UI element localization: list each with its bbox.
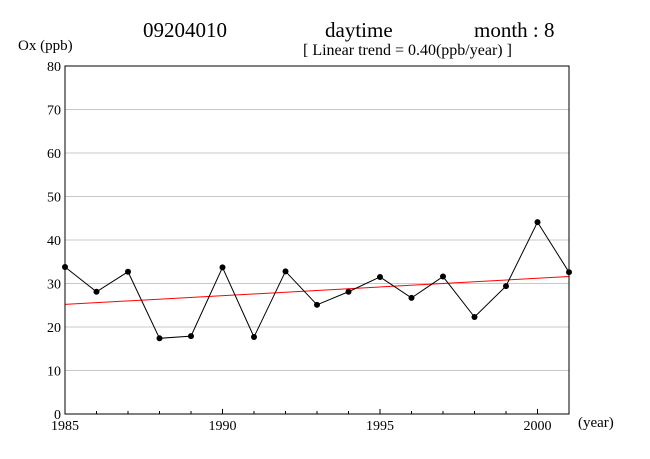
data-point (156, 335, 163, 342)
y-tick-label: 80 (47, 60, 61, 75)
data-point (188, 333, 194, 340)
data-point (534, 219, 541, 226)
axis-ticks: 0 10 20 30 40 50 60 70 80 1985 1990 1995 2000 (47, 60, 552, 434)
grid (65, 109, 569, 371)
data-point (314, 301, 320, 308)
period-label: daytime (325, 18, 393, 42)
data-point (471, 313, 478, 320)
data-point (440, 273, 446, 280)
y-tick-label: 40 (47, 234, 61, 249)
trend-annotation: [ Linear trend = 0.40(ppb/year) ] (303, 42, 512, 59)
data-point (345, 288, 352, 295)
data-point (503, 283, 509, 290)
y-axis-label: Ox (ppb) (18, 38, 73, 54)
x-tick-label: 1990 (209, 419, 237, 434)
series-layer (62, 219, 572, 342)
y-tick-label: 70 (47, 104, 61, 119)
data-point (251, 334, 257, 341)
data-point (377, 273, 383, 280)
y-tick-label: 50 (47, 191, 61, 206)
y-tick-label: 20 (47, 321, 61, 336)
x-tick-label: 1985 (51, 419, 79, 434)
data-point (219, 264, 226, 271)
trendline-layer (64, 276, 570, 305)
y-tick-label: 0 (54, 408, 61, 423)
plot-frame (64, 65, 570, 415)
x-axis-label: (year) (578, 415, 614, 431)
station-code: 09204010 (143, 18, 227, 42)
y-tick-label: 10 (47, 365, 61, 380)
month-label: month : 8 (474, 18, 555, 42)
x-tick-label: 1995 (366, 419, 394, 434)
data-point (282, 268, 289, 275)
y-tick-label: 30 (47, 278, 61, 293)
data-point (408, 294, 415, 301)
y-tick-label: 60 (47, 147, 61, 162)
x-tick-label: 2000 (524, 419, 552, 434)
trend-line (64, 276, 570, 305)
data-point (125, 268, 131, 275)
data-point (93, 288, 100, 295)
